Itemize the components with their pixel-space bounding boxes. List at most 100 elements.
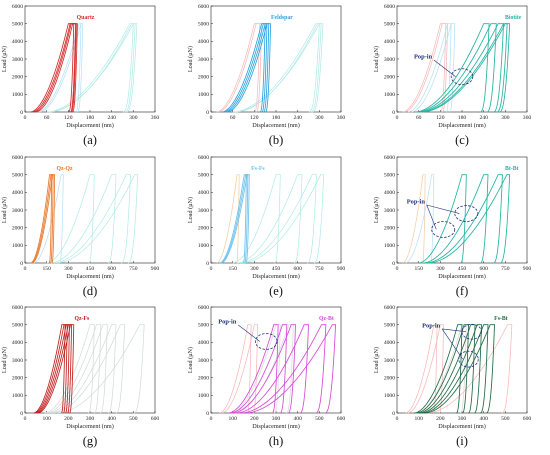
x-tick-label: 120	[250, 115, 259, 121]
x-tick-label: 600	[523, 416, 532, 422]
y-tick-label: 0	[20, 261, 23, 267]
ghost-curve	[216, 174, 240, 264]
popin-label: Pop-in	[414, 54, 433, 61]
x-tick-label: 150	[414, 266, 423, 272]
x-tick-label: 0	[396, 416, 399, 422]
y-axis-title: Load (μN)	[187, 46, 194, 72]
x-tick-label: 100	[42, 416, 51, 422]
x-tick-label: 300	[86, 416, 95, 422]
highlight-curve	[35, 23, 78, 113]
y-tick-label: 4000	[198, 340, 209, 346]
series-label: Qz-Bt	[319, 316, 334, 322]
y-tick-label: 1000	[384, 243, 395, 249]
highlight-curve	[220, 174, 250, 264]
y-tick-label: 1000	[12, 243, 23, 249]
panel-letter: (i)	[456, 434, 468, 448]
x-tick-label: 600	[151, 416, 160, 422]
highlight-curve	[221, 23, 266, 113]
highlight-curve	[415, 23, 490, 113]
ghost-curve	[239, 174, 317, 264]
y-tick-label: 1000	[384, 393, 395, 399]
highlight-curve	[416, 324, 469, 414]
y-axis-title: Load (μN)	[1, 347, 8, 373]
popin-ellipse	[255, 333, 278, 350]
x-tick-label: 300	[272, 416, 281, 422]
y-tick-label: 4000	[198, 190, 209, 196]
x-tick-label: 100	[414, 416, 423, 422]
y-tick-label: 4000	[384, 190, 395, 196]
x-axis-title: Displacement (nm)	[66, 423, 114, 430]
y-tick-label: 5000	[198, 22, 209, 28]
highlight-curve	[34, 324, 68, 414]
y-tick-label: 1000	[198, 393, 209, 399]
x-tick-label: 600	[293, 266, 302, 272]
y-axis-title: Load (μN)	[373, 347, 380, 373]
x-tick-label: 900	[151, 266, 160, 272]
popin-leader-line	[441, 328, 463, 360]
x-tick-label: 450	[272, 266, 281, 272]
ghost-curve	[236, 174, 303, 264]
chart-panel-8: 0 1000 2000 3000 4000 5000 6000 0 100 200 300 400 50…	[187, 305, 345, 448]
ghost-curve	[46, 324, 102, 414]
chart-panel-1: 0 1000 2000 3000 4000 5000 6000 0 60 120 180 240 300…	[1, 4, 159, 147]
x-tick-label: 0	[210, 115, 213, 121]
x-tick-label: 0	[210, 266, 213, 272]
y-tick-label: 5000	[12, 173, 23, 179]
y-tick-label: 1000	[384, 92, 395, 98]
x-tick-label: 300	[436, 266, 445, 272]
y-tick-label: 4000	[384, 39, 395, 45]
y-tick-label: 6000	[384, 155, 395, 161]
popin-leader-line	[426, 204, 460, 214]
ghost-curve	[53, 324, 126, 414]
y-tick-label: 5000	[384, 173, 395, 179]
ghost-curve	[232, 174, 281, 264]
popin-ellipse	[431, 221, 456, 238]
x-tick-label: 500	[129, 416, 138, 422]
highlight-curve	[422, 174, 489, 264]
ghost-curve	[234, 324, 294, 414]
y-tick-label: 5000	[384, 22, 395, 28]
y-tick-label: 5000	[198, 323, 209, 329]
highlight-curve	[219, 174, 247, 264]
highlight-curve	[236, 324, 309, 414]
ghost-curve	[232, 23, 320, 113]
x-axis-title: Displacement (nm)	[252, 273, 300, 280]
y-axis-title: Load (μN)	[373, 46, 380, 72]
popin-label: Pop-in	[407, 198, 426, 205]
highlight-curve	[420, 23, 508, 113]
x-tick-label: 300	[315, 115, 324, 121]
x-tick-label: 600	[337, 416, 346, 422]
y-tick-label: 4000	[12, 190, 23, 196]
ghost-curve	[221, 324, 258, 414]
x-tick-label: 120	[436, 115, 445, 121]
x-tick-label: 300	[129, 115, 138, 121]
y-tick-label: 5000	[12, 323, 23, 329]
popin-label: Pop-in	[218, 318, 237, 325]
y-tick-label: 0	[392, 110, 395, 116]
panel-letter: (d)	[83, 284, 98, 298]
highlight-curve	[36, 324, 73, 414]
ghost-curve	[236, 23, 322, 113]
plot-frame	[396, 156, 528, 264]
y-tick-label: 0	[206, 110, 209, 116]
highlight-curve	[220, 174, 249, 264]
y-tick-label: 5000	[198, 173, 209, 179]
y-tick-label: 6000	[12, 305, 23, 311]
y-tick-label: 4000	[198, 39, 209, 45]
series-label: Fs-Fs	[251, 166, 265, 172]
x-tick-label: 300	[458, 416, 467, 422]
y-tick-label: 1000	[12, 92, 23, 98]
highlight-curve	[32, 23, 76, 113]
y-tick-label: 0	[20, 411, 23, 417]
highlight-curve	[223, 23, 268, 113]
y-tick-label: 4000	[384, 340, 395, 346]
x-tick-label: 600	[107, 266, 116, 272]
x-axis-title: Displacement (nm)	[438, 273, 486, 280]
chart-panel-5: 0 1000 2000 3000 4000 5000 6000 0 150 300 450 600 75…	[187, 155, 345, 298]
x-tick-label: 400	[293, 416, 302, 422]
x-axis-title: Displacement (nm)	[66, 273, 114, 280]
series-label: Feldspar	[271, 15, 293, 21]
x-tick-label: 360	[523, 115, 532, 121]
y-tick-label: 3000	[12, 208, 23, 214]
